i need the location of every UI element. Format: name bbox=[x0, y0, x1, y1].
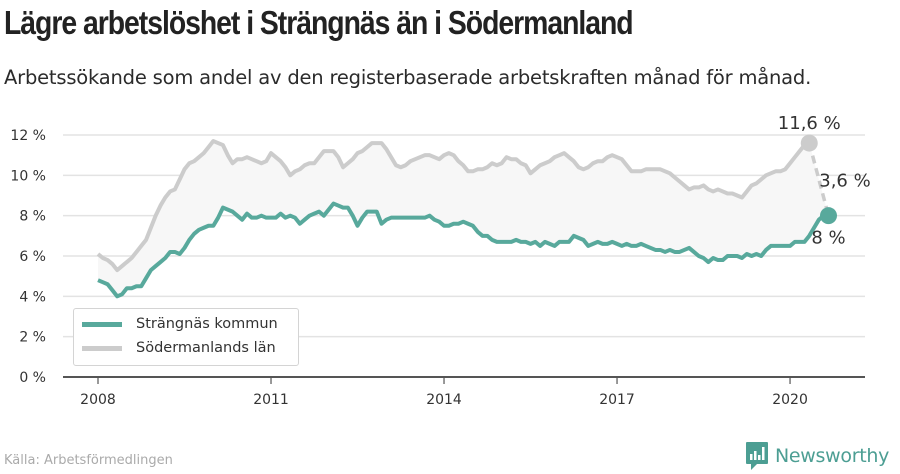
x-tick-label: 2020 bbox=[772, 392, 808, 408]
end-label-sodermanland: 11,6 % bbox=[778, 113, 841, 134]
difference-band bbox=[98, 141, 829, 297]
legend-item-sodermanland[interactable]: Södermanlands län bbox=[82, 337, 276, 359]
brand-logo[interactable]: Newsworthy bbox=[745, 442, 889, 470]
page-title: Lägre arbetslöshet i Strängnäs än i Söde… bbox=[4, 4, 634, 41]
y-tick-label: 12 % bbox=[10, 128, 46, 144]
y-tick-label: 0 % bbox=[19, 370, 46, 386]
end-marker-sodermanland bbox=[800, 134, 818, 152]
y-axis-ticks: 0 % 2 % 4 % 6 % 8 % 10 % 12 % bbox=[10, 128, 46, 386]
y-tick-label: 4 % bbox=[19, 289, 46, 305]
legend-swatch-sodermanland bbox=[82, 345, 122, 351]
legend-label-strangnas: Strängnäs kommun bbox=[136, 316, 278, 332]
series-line-sodermanland bbox=[96, 139, 811, 273]
y-tick-label: 2 % bbox=[19, 330, 46, 346]
y-tick-label: 6 % bbox=[19, 249, 46, 265]
page-subtitle: Arbetssökande som andel av den registerb… bbox=[4, 66, 812, 89]
series-line-strangnas bbox=[97, 201, 829, 299]
y-tick-label: 8 % bbox=[19, 209, 46, 225]
brand-name: Newsworthy bbox=[775, 445, 890, 467]
end-marker-strangnas bbox=[819, 207, 837, 225]
legend-item-strangnas[interactable]: Strängnäs kommun bbox=[82, 313, 278, 335]
x-tick-label: 2014 bbox=[426, 392, 462, 408]
end-label-strangnas: 8 % bbox=[811, 228, 845, 249]
x-tick-label: 2017 bbox=[599, 392, 635, 408]
y-tick-label: 10 % bbox=[10, 168, 46, 184]
x-tick-label: 2008 bbox=[80, 392, 116, 408]
legend-swatch-strangnas bbox=[82, 321, 122, 327]
legend-label-sodermanland: Södermanlands län bbox=[136, 340, 276, 356]
x-axis-ticks: 2008 2011 2014 2017 2020 bbox=[80, 377, 808, 408]
difference-label: 3,6 % bbox=[819, 170, 870, 191]
bar-chart-speech-bubble-icon bbox=[746, 442, 768, 470]
chart-legend: Strängnäs kommun Södermanlands län bbox=[73, 308, 299, 366]
source-note: Källa: Arbetsförmedlingen bbox=[4, 453, 173, 468]
x-tick-label: 2011 bbox=[253, 392, 289, 408]
